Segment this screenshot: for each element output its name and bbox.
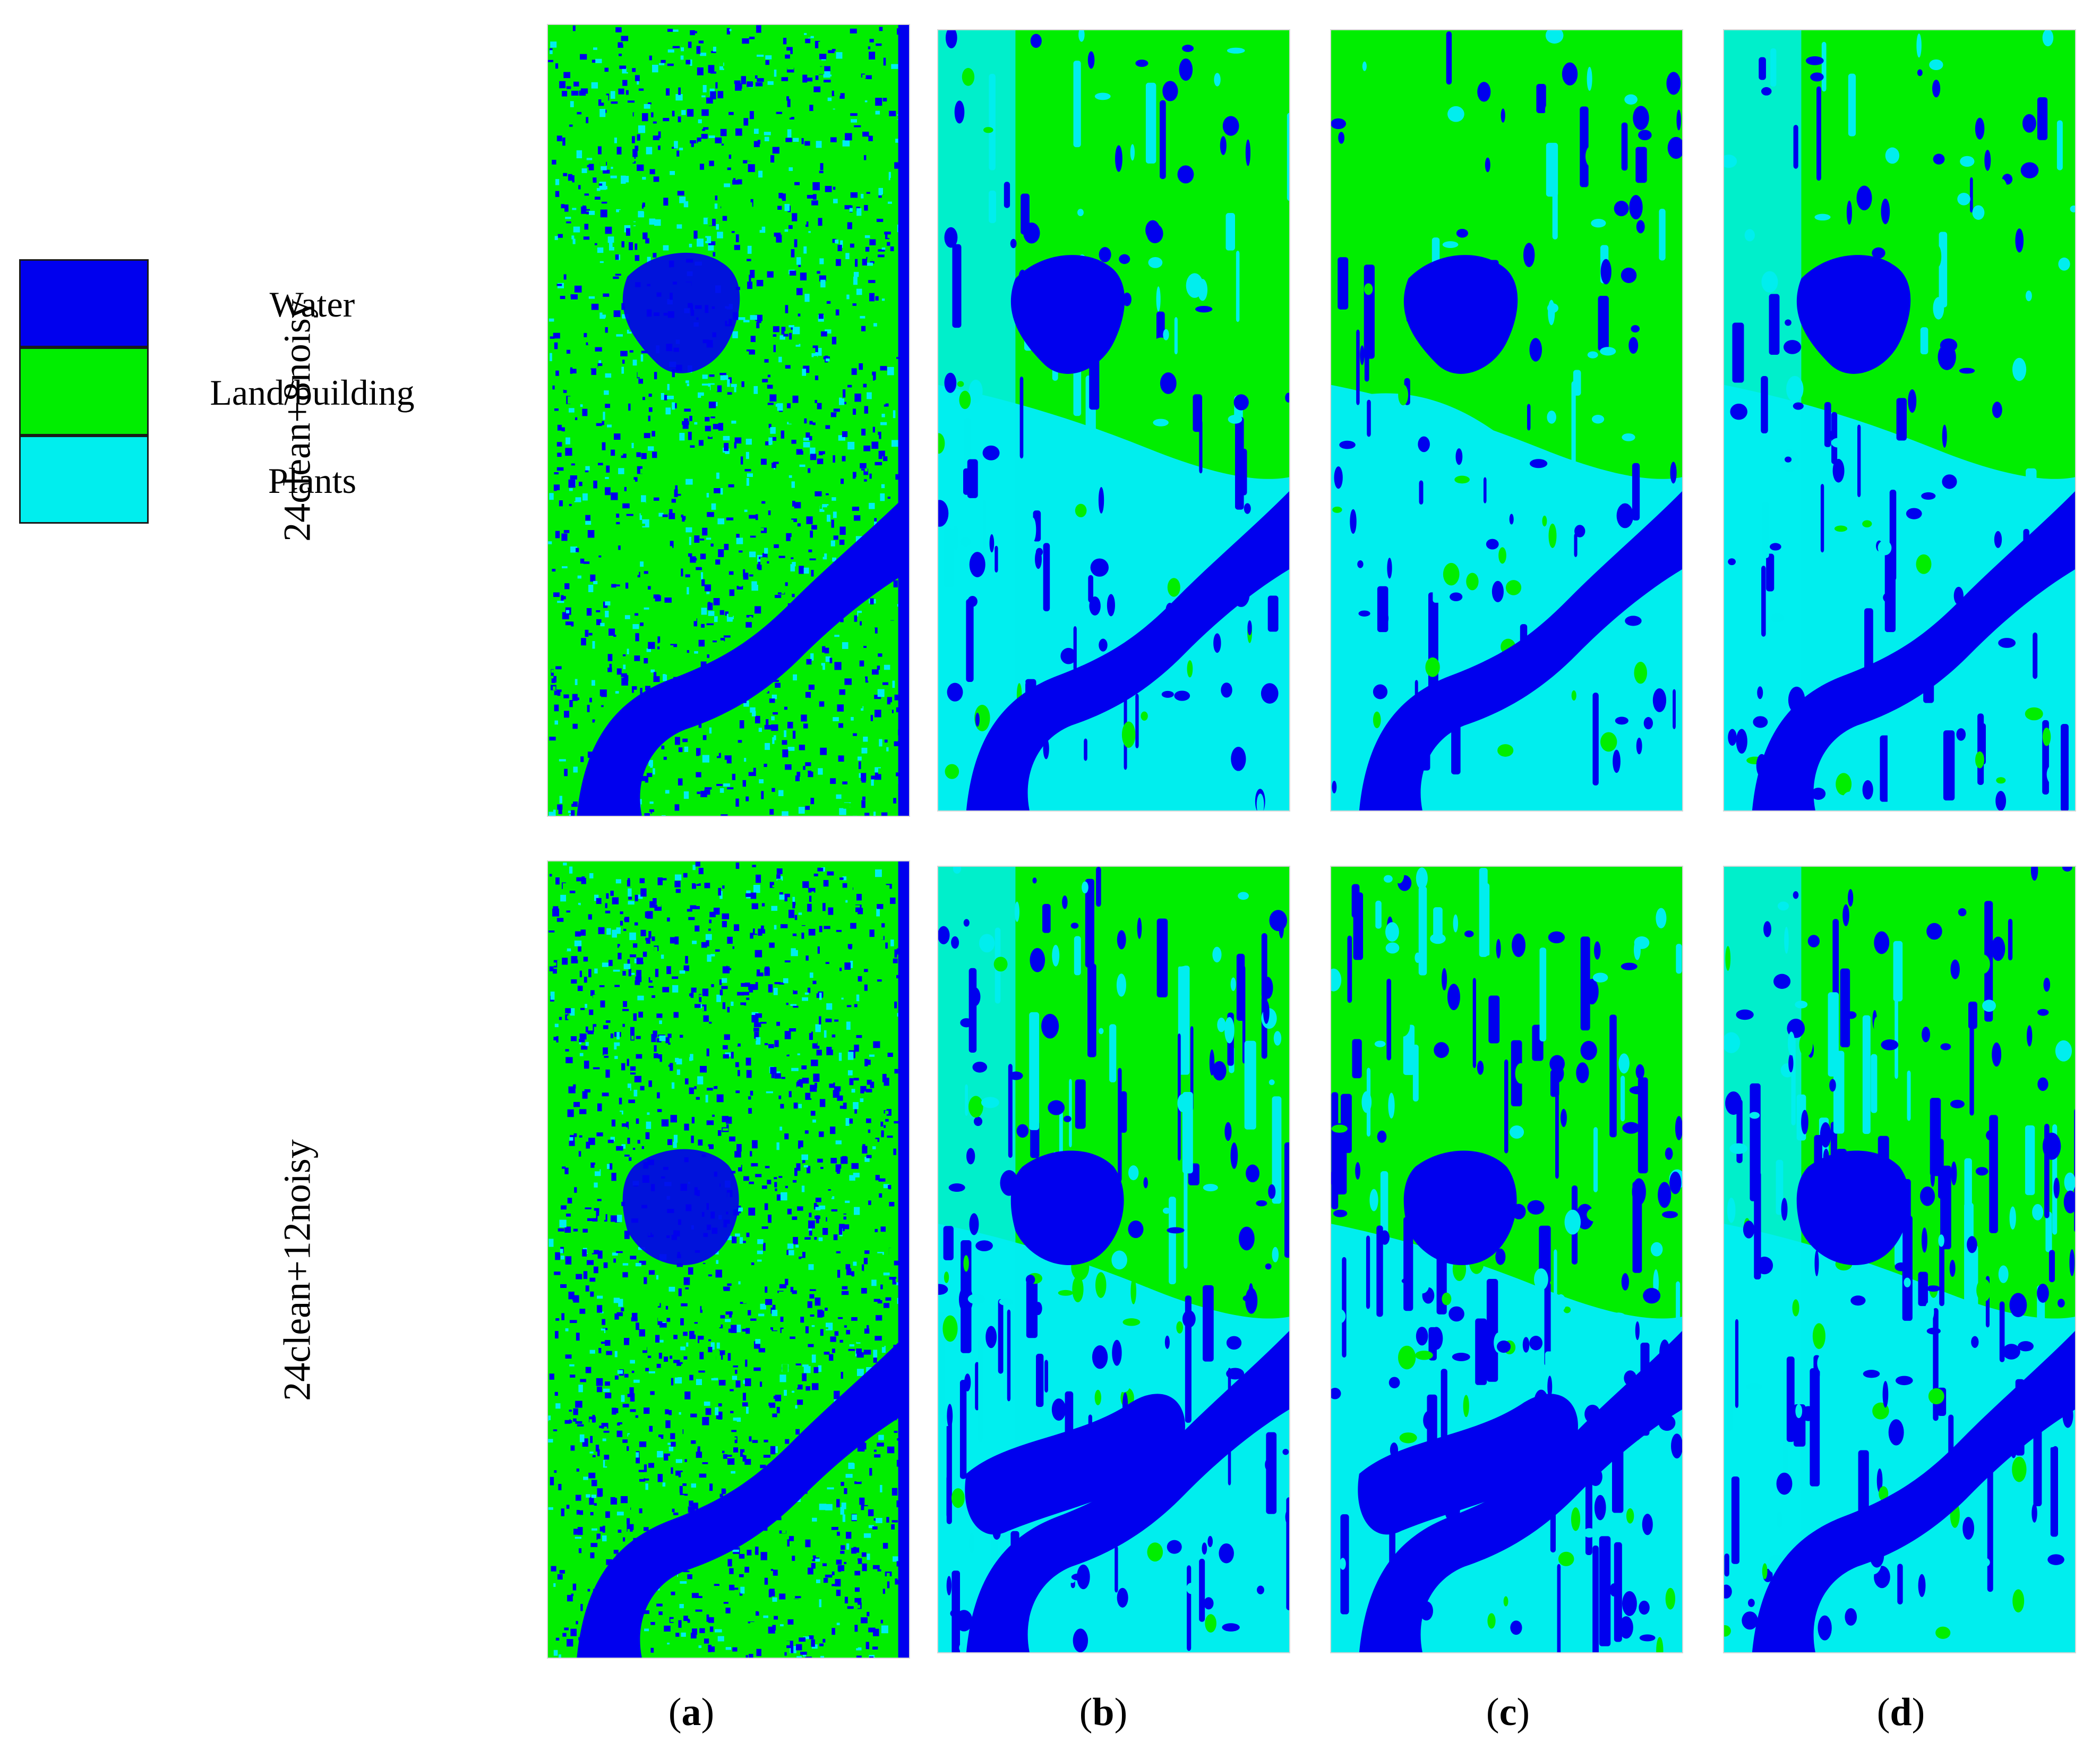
map-d-row1 <box>1723 29 2076 812</box>
map-a-row1 <box>547 24 910 817</box>
caption-c-letter: c <box>1499 1691 1517 1734</box>
caption-d: (d) <box>1876 1691 1925 1734</box>
map-a-row2 <box>547 860 910 1659</box>
legend-swatch-land <box>19 347 149 436</box>
legend-swatch-water <box>19 259 149 347</box>
caption-b: (b) <box>1079 1691 1128 1734</box>
map-c-row1 <box>1330 29 1683 812</box>
legend-label-land: Land/building <box>210 372 415 413</box>
map-b-row2 <box>937 866 1290 1653</box>
map-c-row2 <box>1330 866 1683 1653</box>
caption-a-letter: a <box>681 1691 701 1734</box>
caption-d-letter: d <box>1890 1691 1912 1734</box>
legend-label-plants: Plants <box>268 460 357 501</box>
caption-a: (a) <box>668 1691 715 1734</box>
row-label-bottom: 24clean+12noisy <box>276 1139 319 1401</box>
caption-b-letter: b <box>1092 1691 1115 1734</box>
map-d-row2 <box>1723 866 2076 1653</box>
row-label-top: 24clean+8noisy <box>276 299 319 542</box>
legend-swatch-plants <box>19 436 149 524</box>
legend-label-water: Water <box>269 284 355 325</box>
map-b-row1 <box>937 29 1290 812</box>
caption-c: (c) <box>1486 1691 1530 1734</box>
